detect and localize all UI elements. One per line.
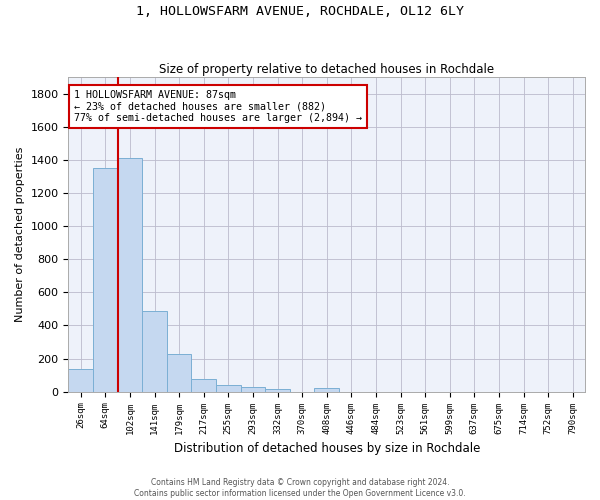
Bar bbox=[68, 370, 93, 392]
Bar bbox=[118, 158, 142, 392]
X-axis label: Distribution of detached houses by size in Rochdale: Distribution of detached houses by size … bbox=[173, 442, 480, 455]
Bar bbox=[216, 384, 241, 392]
Title: Size of property relative to detached houses in Rochdale: Size of property relative to detached ho… bbox=[159, 63, 494, 76]
Bar bbox=[191, 380, 216, 392]
Bar bbox=[241, 387, 265, 392]
Bar bbox=[314, 388, 339, 392]
Bar bbox=[142, 310, 167, 392]
Text: 1, HOLLOWSFARM AVENUE, ROCHDALE, OL12 6LY: 1, HOLLOWSFARM AVENUE, ROCHDALE, OL12 6L… bbox=[136, 5, 464, 18]
Text: Contains HM Land Registry data © Crown copyright and database right 2024.
Contai: Contains HM Land Registry data © Crown c… bbox=[134, 478, 466, 498]
Bar bbox=[167, 354, 191, 392]
Y-axis label: Number of detached properties: Number of detached properties bbox=[15, 146, 25, 322]
Bar bbox=[265, 389, 290, 392]
Bar bbox=[93, 168, 118, 392]
Text: 1 HOLLOWSFARM AVENUE: 87sqm
← 23% of detached houses are smaller (882)
77% of se: 1 HOLLOWSFARM AVENUE: 87sqm ← 23% of det… bbox=[74, 90, 362, 123]
